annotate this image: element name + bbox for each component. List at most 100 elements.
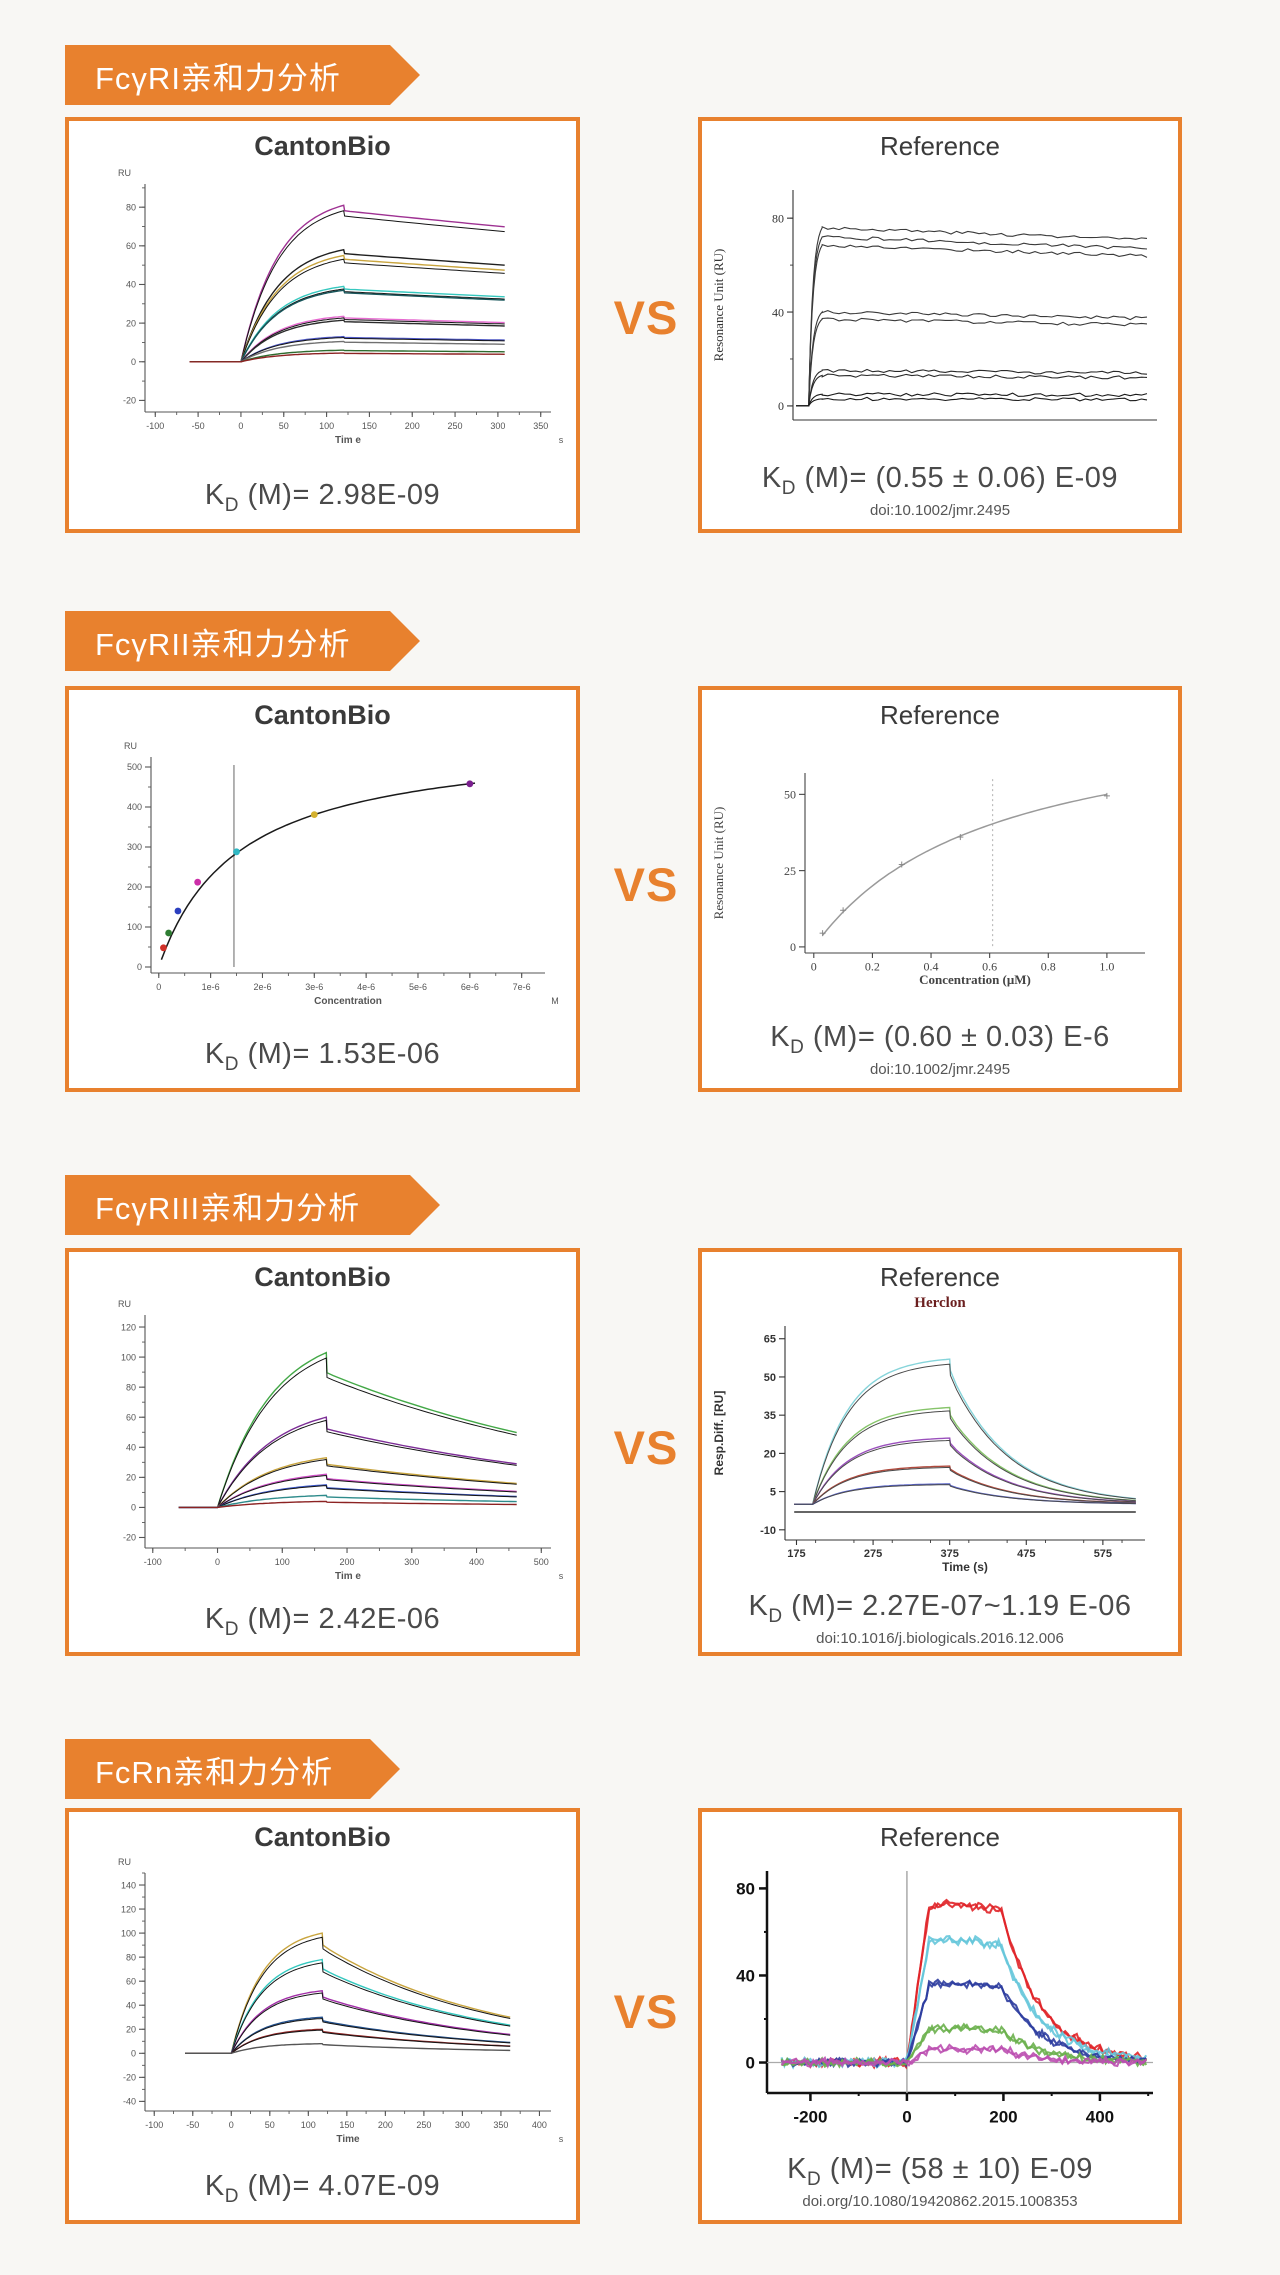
doi-reference: doi.org/10.1080/19420862.2015.1008353	[802, 2193, 1078, 2210]
panel-title: Reference	[880, 1262, 1000, 1292]
svg-text:100: 100	[274, 1557, 289, 1567]
svg-text:200: 200	[404, 421, 419, 431]
svg-text:100: 100	[126, 922, 141, 932]
svg-text:40: 40	[125, 2000, 135, 2010]
svg-text:Time: Time	[336, 2134, 360, 2145]
svg-text:100: 100	[300, 2120, 315, 2130]
svg-text:350: 350	[493, 2120, 508, 2130]
fcgri-reference-chart: 0 40 80 Resonance Unit (RU)	[705, 162, 1175, 454]
svg-text:60: 60	[125, 1976, 135, 1986]
svg-text:-100: -100	[146, 421, 164, 431]
fcrn-reference-panel: Reference 0 40 80 -200 0 200 400 KD (M)= (58 ±…	[698, 1808, 1182, 2224]
banner-label: FcRn亲和力分析	[95, 1754, 334, 1790]
svg-text:20: 20	[764, 1448, 776, 1460]
svg-text:140: 140	[120, 1880, 135, 1890]
svg-text:150: 150	[361, 421, 376, 431]
svg-text:-40: -40	[122, 2097, 135, 2107]
vs-label: VS	[613, 1985, 679, 2038]
panel-title: Reference	[880, 700, 1000, 730]
svg-text:50: 50	[264, 2120, 274, 2130]
svg-text:0: 0	[746, 2054, 755, 2073]
svg-text:0: 0	[228, 2120, 233, 2130]
svg-text:40: 40	[125, 280, 135, 290]
svg-text:175: 175	[787, 1548, 805, 1560]
svg-text:60: 60	[125, 241, 135, 251]
svg-text:Resp.Diff. [RU]: Resp.Diff. [RU]	[712, 1391, 726, 1476]
svg-text:25: 25	[784, 864, 796, 878]
svg-text:400: 400	[1086, 2107, 1114, 2126]
svg-text:500: 500	[126, 762, 141, 772]
svg-text:-50: -50	[191, 421, 204, 431]
svg-text:250: 250	[447, 421, 462, 431]
section-banner-fcrn: FcRn亲和力分析	[65, 1739, 400, 1799]
vs-label: VS	[613, 1421, 679, 1474]
svg-text:375: 375	[941, 1548, 959, 1560]
svg-text:100: 100	[319, 421, 334, 431]
fcgriii-reference-panel: Reference Herclon 65 50 35 20 5 -10 175 275 375 4…	[698, 1248, 1182, 1656]
panel-title: CantonBio	[254, 700, 391, 730]
svg-text:0.8: 0.8	[1041, 959, 1056, 973]
svg-text:120: 120	[120, 1904, 135, 1914]
svg-text:20: 20	[125, 318, 135, 328]
vs-label: VS	[613, 291, 679, 344]
svg-text:0.4: 0.4	[924, 959, 939, 973]
kd-value: KD (M)= 4.07E-09	[204, 2170, 441, 2207]
svg-text:RU: RU	[124, 741, 137, 751]
svg-text:80: 80	[125, 202, 135, 212]
svg-text:100: 100	[120, 1352, 135, 1362]
svg-text:Resonance Unit (RU): Resonance Unit (RU)	[711, 807, 726, 920]
svg-text:0: 0	[238, 421, 243, 431]
svg-text:6e-6: 6e-6	[460, 982, 478, 992]
svg-text:475: 475	[1017, 1548, 1035, 1560]
svg-text:0: 0	[156, 982, 161, 992]
kd-value: KD (M)= (0.55 ± 0.06) E-09	[761, 462, 1119, 499]
svg-text:Resonance Unit (RU): Resonance Unit (RU)	[711, 249, 726, 362]
panel-title: CantonBio	[254, 1262, 391, 1292]
svg-text:400: 400	[126, 802, 141, 812]
panel-title: Reference	[880, 131, 1000, 161]
svg-text:4e-6: 4e-6	[357, 982, 375, 992]
banner-label: FcγRI亲和力分析	[95, 60, 341, 96]
svg-text:300: 300	[404, 1557, 419, 1567]
svg-text:-100: -100	[143, 1557, 161, 1567]
doi-reference: doi:10.1016/j.biologicals.2016.12.006	[816, 1629, 1064, 1647]
fcgriii-reference-chart: 65 50 35 20 5 -10 175 275 375 475 575 Resp.Diff. [R…	[705, 1312, 1175, 1590]
svg-text:M: M	[551, 996, 559, 1006]
svg-text:Tim e: Tim e	[335, 435, 361, 446]
kd-value: KD (M)= (58 ± 10) E-09	[787, 2153, 1093, 2190]
svg-text:Concentration (μM): Concentration (μM)	[919, 972, 1031, 987]
svg-text:400: 400	[531, 2120, 546, 2130]
section-banner-fcgriii: FcγRIII亲和力分析	[65, 1175, 440, 1235]
svg-text:80: 80	[772, 211, 784, 225]
svg-text:200: 200	[339, 1557, 354, 1567]
doi-reference: doi:10.1002/jmr.2495	[869, 502, 1011, 519]
kd-value: KD (M)= 2.27E-07~1.19 E-06	[748, 1590, 1132, 1627]
svg-text:50: 50	[764, 1372, 776, 1384]
svg-text:2e-6: 2e-6	[253, 982, 271, 992]
svg-text:RU: RU	[118, 168, 131, 178]
fcgri-reference-panel: Reference 0 40 80 Resonance Unit (RU) KD (M…	[698, 117, 1182, 533]
svg-text:-20: -20	[122, 396, 135, 406]
banner-label: FcγRIII亲和力分析	[95, 1190, 361, 1226]
svg-text:-10: -10	[760, 1525, 776, 1537]
svg-text:-20: -20	[122, 2073, 135, 2083]
svg-text:300: 300	[126, 842, 141, 852]
kd-value: KD (M)= 2.42E-06	[204, 1603, 441, 1640]
svg-text:1e-6: 1e-6	[201, 982, 219, 992]
fcgriii-cantonbio-panel: CantonBio -20 0 20 40 60 80 100 120 -100 0 100 200 3…	[65, 1248, 580, 1656]
svg-text:80: 80	[125, 1952, 135, 1962]
fcgri-cantonbio-panel: CantonBio -20 0 20 40 60 80 -100 -50 0 50 100 150 20…	[65, 117, 580, 533]
fcrn-reference-chart: 0 40 80 -200 0 200 400	[705, 1853, 1175, 2153]
svg-text:150: 150	[339, 2120, 354, 2130]
svg-text:5: 5	[770, 1487, 776, 1499]
svg-text:-50: -50	[186, 2120, 199, 2130]
svg-text:275: 275	[864, 1548, 882, 1560]
svg-text:80: 80	[736, 1880, 755, 1899]
svg-text:0: 0	[778, 399, 784, 413]
svg-text:Concentration: Concentration	[314, 996, 382, 1007]
svg-text:65: 65	[764, 1334, 776, 1346]
panel-title: CantonBio	[254, 1822, 391, 1852]
svg-text:50: 50	[278, 421, 288, 431]
kd-value: KD (M)= 1.53E-06	[204, 1038, 441, 1075]
